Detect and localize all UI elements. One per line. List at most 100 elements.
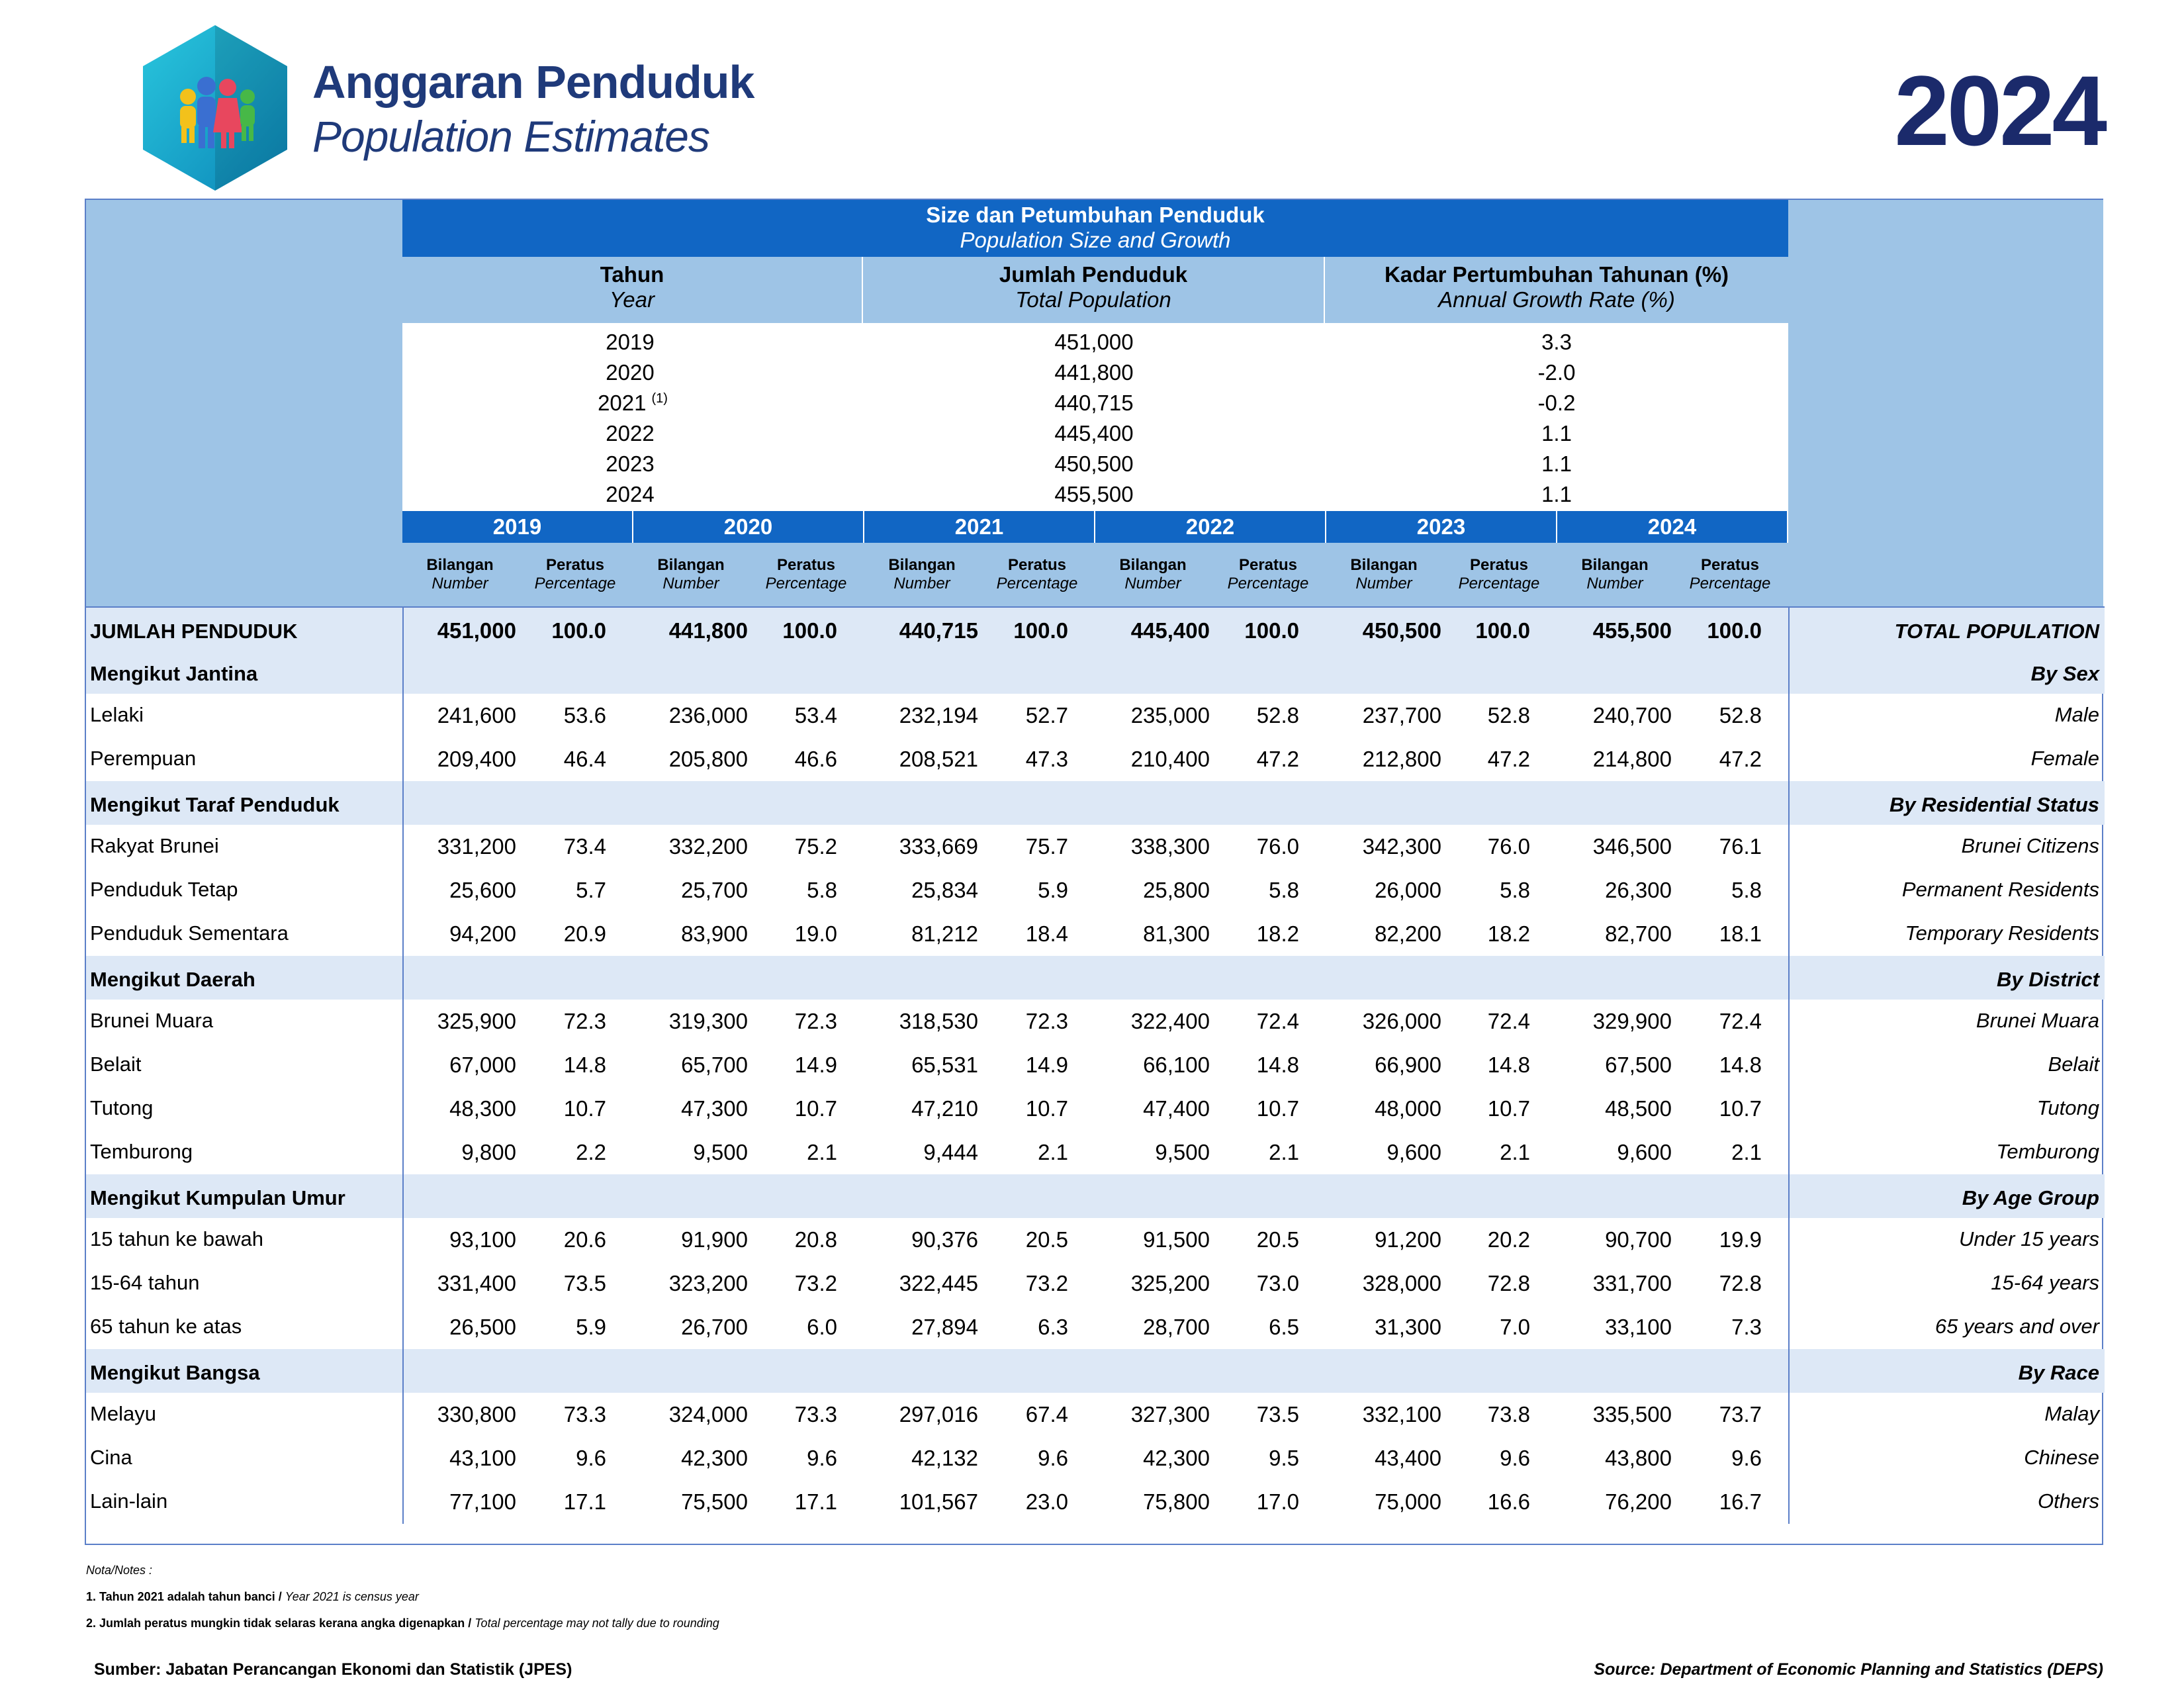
table-row: Belait Belait 67,000 14.8 65,700 14.9 65,531 14… <box>86 1043 2105 1087</box>
cell-number: 327,300 <box>1130 1402 1210 1427</box>
section-header-row: Mengikut Jantina By Sex <box>86 650 2105 694</box>
cell-number: 27,894 <box>911 1315 978 1339</box>
row-label-english: By District <box>1996 968 2099 991</box>
cell-percentage: 6.5 <box>1269 1315 1299 1339</box>
row-label-malay: Lelaki <box>90 703 144 726</box>
sub-label-number: Bilangan Number <box>426 556 494 592</box>
cell-percentage: 72.4 <box>1487 1009 1530 1033</box>
cell-number: 322,400 <box>1130 1009 1210 1033</box>
cell-percentage: 76.0 <box>1487 834 1530 859</box>
cell-percentage: 100.0 <box>1707 618 1762 643</box>
cell-number: 323,200 <box>668 1271 748 1295</box>
summary-year: 2021 (1) <box>598 391 668 415</box>
cell-number: 65,531 <box>911 1053 978 1077</box>
cell-percentage: 52.7 <box>1025 703 1068 727</box>
cell-percentage: 2.1 <box>1731 1140 1762 1164</box>
summary-growth-rate: -0.2 <box>1537 391 1576 415</box>
cell-number: 48,300 <box>449 1096 516 1121</box>
summary-column-headers: Tahun Year Jumlah Penduduk Total Populat… <box>402 257 1788 323</box>
cell-percentage: 46.6 <box>794 747 837 771</box>
cell-number: 101,567 <box>899 1489 978 1514</box>
cell-number: 25,800 <box>1143 878 1210 902</box>
summary-year: 2019 <box>606 330 655 354</box>
table-row: Melayu Malay 330,800 73.3 324,000 73.3 297,016… <box>86 1393 2105 1436</box>
row-label-english: Others <box>2037 1489 2099 1513</box>
cell-percentage: 6.3 <box>1038 1315 1068 1339</box>
section-header-row: Mengikut Bangsa By Race <box>86 1349 2105 1393</box>
cell-number: 43,400 <box>1375 1446 1441 1470</box>
row-label-english: Temburong <box>1996 1140 2099 1163</box>
summary-year: 2020 <box>606 360 655 385</box>
cell-number: 26,300 <box>1605 878 1672 902</box>
cell-number: 25,834 <box>911 878 978 902</box>
cell-number: 440,715 <box>899 618 978 643</box>
row-label-malay: 65 tahun ke atas <box>90 1315 242 1338</box>
cell-number: 28,700 <box>1143 1315 1210 1339</box>
cell-number: 91,200 <box>1375 1227 1441 1252</box>
cell-percentage: 2.1 <box>1500 1140 1530 1164</box>
cell-percentage: 100.0 <box>782 618 837 643</box>
cell-number: 26,700 <box>681 1315 748 1339</box>
cell-percentage: 76.0 <box>1256 834 1299 859</box>
cell-percentage: 14.9 <box>794 1053 837 1077</box>
row-label-malay: Belait <box>90 1053 142 1076</box>
cell-percentage: 7.0 <box>1500 1315 1530 1339</box>
subheader-row: Bilangan Number Peratus Percentage Bilangan N… <box>402 543 1788 606</box>
row-label-malay: Lain-lain <box>90 1489 168 1513</box>
cell-percentage: 52.8 <box>1256 703 1299 727</box>
table-row: Cina Chinese 43,100 9.6 42,300 9.6 42,132 9.6 42… <box>86 1436 2105 1480</box>
cell-percentage: 19.0 <box>794 921 837 946</box>
cell-number: 75,000 <box>1375 1489 1441 1514</box>
row-label-malay: 15 tahun ke bawah <box>90 1227 263 1250</box>
summary-year: 2023 <box>606 451 655 476</box>
cell-number: 48,000 <box>1375 1096 1441 1121</box>
row-label-english: Chinese <box>2024 1446 2099 1469</box>
cell-percentage: 73.2 <box>794 1271 837 1295</box>
cell-number: 48,500 <box>1605 1096 1672 1121</box>
cell-number: 212,800 <box>1362 747 1441 771</box>
cell-number: 47,400 <box>1143 1096 1210 1121</box>
cell-number: 31,300 <box>1375 1315 1441 1339</box>
cell-percentage: 16.6 <box>1487 1489 1530 1514</box>
cell-percentage: 9.6 <box>807 1446 837 1470</box>
cell-percentage: 5.9 <box>576 1315 606 1339</box>
table-row: Temburong Temburong 9,800 2.2 9,500 2.1 9,444 2… <box>86 1131 2105 1174</box>
cell-number: 42,132 <box>911 1446 978 1470</box>
cell-number: 47,300 <box>681 1096 748 1121</box>
cell-number: 93,100 <box>449 1227 516 1252</box>
section-header-row: Mengikut Taraf Penduduk By Residential St… <box>86 781 2105 825</box>
cell-percentage: 100.0 <box>551 618 606 643</box>
sub-label-percentage: Peratus Percentage <box>765 556 847 592</box>
cell-number: 47,210 <box>911 1096 978 1121</box>
cell-percentage: 10.7 <box>1256 1096 1299 1121</box>
cell-number: 335,500 <box>1592 1402 1672 1427</box>
cell-percentage: 5.8 <box>1269 878 1299 902</box>
row-label-malay: Mengikut Kumpulan Umur <box>90 1186 345 1209</box>
cell-percentage: 20.5 <box>1256 1227 1299 1252</box>
cell-percentage: 9.6 <box>1731 1446 1762 1470</box>
cell-number: 94,200 <box>449 921 516 946</box>
table-row: Lelaki Male 241,600 53.6 236,000 53.4 232,194 5… <box>86 694 2105 737</box>
cell-percentage: 73.0 <box>1256 1271 1299 1295</box>
cell-number: 331,200 <box>437 834 516 859</box>
row-label-english: Brunei Citizens <box>1961 834 2099 857</box>
cell-percentage: 75.2 <box>794 834 837 859</box>
cell-percentage: 73.3 <box>563 1402 606 1427</box>
cell-percentage: 9.6 <box>576 1446 606 1470</box>
family-hexagon-icon <box>143 25 287 191</box>
cell-number: 42,300 <box>1143 1446 1210 1470</box>
cell-number: 9,600 <box>1387 1140 1441 1164</box>
summary-growth-rate: 3.3 <box>1541 330 1572 354</box>
cell-percentage: 72.4 <box>1719 1009 1762 1033</box>
row-label-english: Under 15 years <box>1959 1227 2099 1250</box>
row-label-malay: Melayu <box>90 1402 156 1425</box>
sub-label-percentage: Peratus Percentage <box>1227 556 1309 592</box>
cell-percentage: 73.3 <box>794 1402 837 1427</box>
summary-total: 441,800 <box>1054 360 1134 385</box>
cell-percentage: 18.4 <box>1025 921 1068 946</box>
cell-number: 210,400 <box>1130 747 1210 771</box>
sub-label-number: Bilangan Number <box>1581 556 1649 592</box>
cell-number: 346,500 <box>1592 834 1672 859</box>
sub-label-number: Bilangan Number <box>1119 556 1187 592</box>
row-label-english: By Residential Status <box>1889 793 2099 816</box>
